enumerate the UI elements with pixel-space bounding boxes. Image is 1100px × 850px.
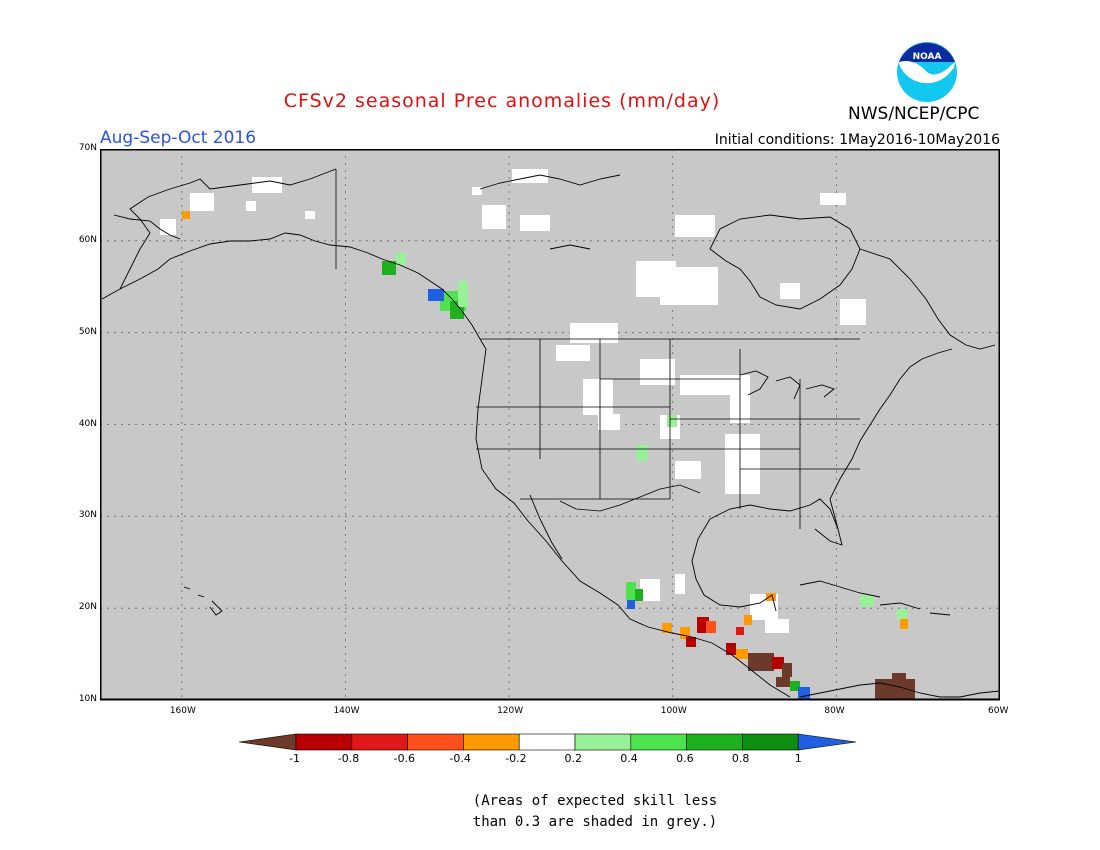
colorbar-label: 0.8 — [731, 752, 750, 765]
colorbar-label: -0.4 — [449, 752, 471, 765]
chart-title: CFSv2 seasonal Prec anomalies (mm/day) — [283, 90, 721, 112]
footnote-line-2: than 0.3 are shaded in grey.) — [472, 814, 718, 830]
svg-text:NOAA: NOAA — [913, 52, 942, 62]
colorbar-swatch — [686, 733, 743, 751]
colorbar-label: 0.4 — [620, 752, 638, 765]
colorbar-swatch — [407, 733, 464, 751]
political-borders — [335, 169, 860, 529]
initial-conditions: Initial conditions: 1May2016-10May2016 — [714, 132, 1000, 148]
skill-footnote: (Areas of expected skill less than 0.3 a… — [0, 791, 1100, 833]
colorbar-label: 1 — [794, 752, 802, 765]
colorbar — [238, 733, 857, 751]
forecast-period: Aug-Sep-Oct 2016 — [100, 128, 257, 148]
lat-label: 20N — [78, 602, 97, 613]
map-frame — [100, 149, 1000, 701]
colorbar-swatch — [742, 733, 799, 751]
colorbar-label: -0.8 — [337, 752, 360, 765]
lat-label: 40N — [78, 418, 97, 429]
wet-anomaly-areas — [382, 253, 907, 691]
agency-label: NWS/NCEP/CPC — [848, 104, 980, 124]
lat-label: 50N — [78, 326, 97, 337]
lon-label: 120W — [497, 706, 524, 716]
noaa-logo: NOAA — [897, 42, 957, 102]
colorbar-label: 0.6 — [676, 752, 694, 765]
colorbar-label: -0.6 — [393, 752, 416, 765]
colorbar-label: -1 — [289, 752, 300, 765]
precip-anomaly-map — [100, 149, 1000, 701]
coastlines — [101, 168, 1000, 698]
lat-label: 30N — [78, 510, 97, 521]
colorbar-swatch — [630, 733, 687, 751]
lon-label: 80W — [824, 706, 845, 716]
lon-label: 100W — [660, 706, 687, 716]
lon-label: 140W — [333, 706, 360, 716]
colorbar-swatch — [295, 733, 353, 751]
colorbar-arrow-high — [797, 733, 857, 751]
colorbar-swatch — [463, 733, 520, 751]
lon-label: 60W — [988, 706, 1009, 716]
lon-label: 160W — [169, 706, 196, 716]
colorbar-label: 0.2 — [564, 752, 583, 765]
colorbar-label: -0.2 — [505, 752, 527, 765]
colorbar-swatch — [351, 733, 408, 751]
footnote-line-1: (Areas of expected skill less — [472, 793, 718, 809]
lat-label: 70N — [78, 143, 97, 153]
lat-label: 10N — [78, 694, 97, 704]
colorbar-arrow-low — [238, 733, 297, 751]
dry-anomaly-areas — [182, 211, 915, 699]
near-normal-areas — [160, 169, 866, 633]
colorbar-swatch — [518, 733, 576, 751]
colorbar-swatch — [574, 733, 632, 751]
lat-label: 60N — [78, 234, 97, 245]
